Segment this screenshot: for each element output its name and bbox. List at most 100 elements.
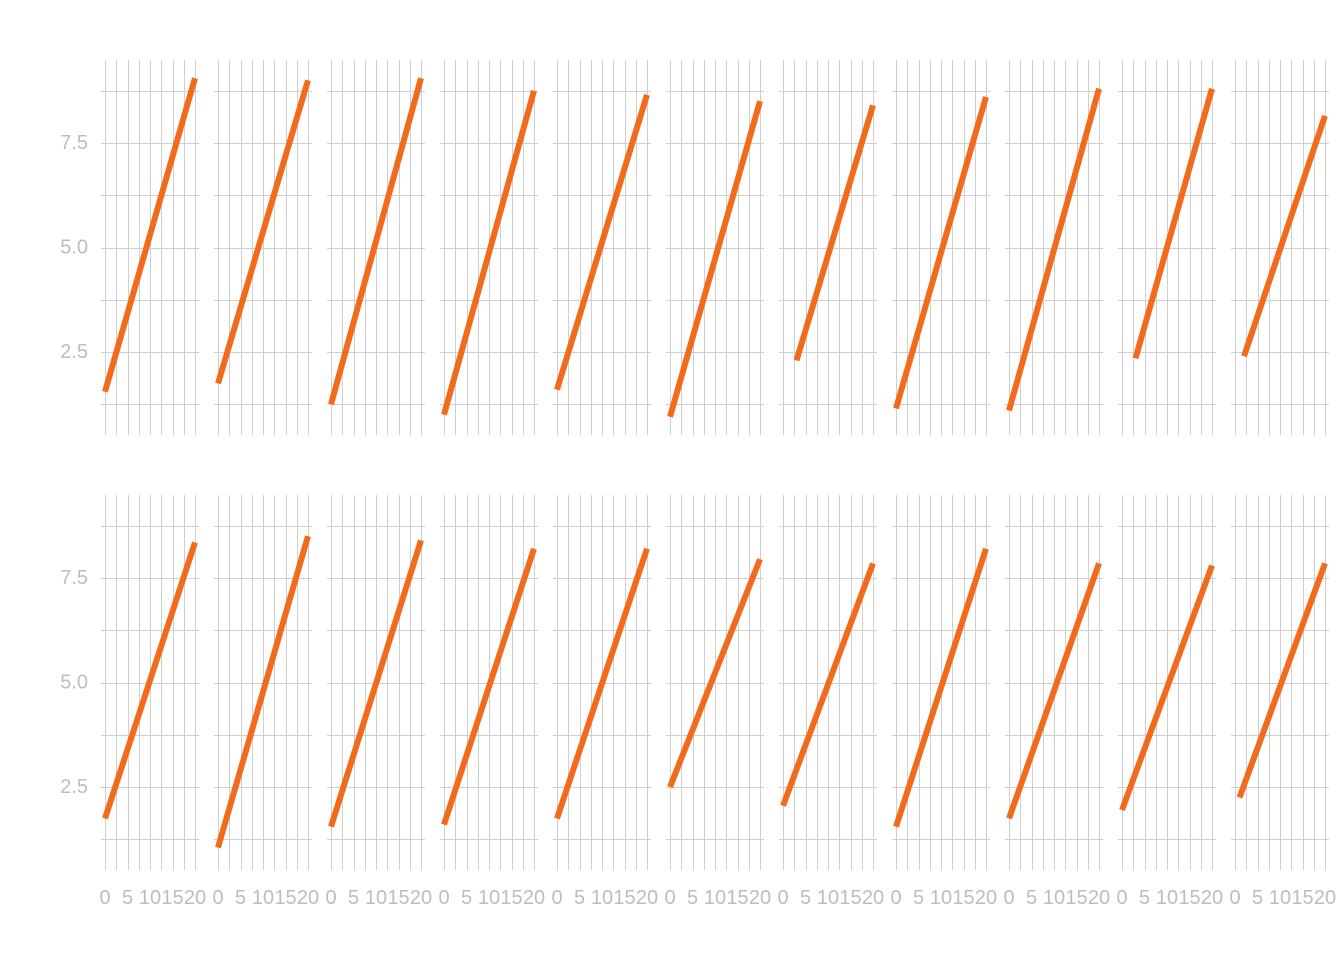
x-tick-label: 20 xyxy=(636,887,658,909)
panel-r0-c10 xyxy=(1231,60,1329,435)
x-tick-label: 20 xyxy=(523,887,545,909)
series-line xyxy=(102,541,198,820)
x-tick-label: 10 xyxy=(817,887,839,909)
series-line xyxy=(1006,562,1102,820)
x-tick-label: 0 xyxy=(1116,887,1127,909)
panel-r0-c6 xyxy=(779,60,877,435)
x-tick-label: 0 xyxy=(1003,887,1014,909)
panel-r1-c3 xyxy=(440,495,538,870)
x-tick-label: 5 xyxy=(1139,887,1150,909)
series-line xyxy=(441,547,537,826)
x-tick-label: 0 xyxy=(438,887,449,909)
x-tick-label: 5 xyxy=(913,887,924,909)
series-line xyxy=(780,562,876,807)
series-line xyxy=(667,100,763,418)
series-line xyxy=(215,79,311,385)
series-line xyxy=(102,77,198,393)
panel-r1-c6 xyxy=(779,495,877,870)
x-tick-label: 0 xyxy=(551,887,562,909)
x-tick-label: 15 xyxy=(274,887,296,909)
x-tick-label: 0 xyxy=(212,887,223,909)
x-tick-label: 15 xyxy=(613,887,635,909)
panel-r1-c4 xyxy=(553,495,651,870)
x-tick-label: 15 xyxy=(500,887,522,909)
y-tick-label: 5.0 xyxy=(60,672,88,694)
x-tick-label: 10 xyxy=(1043,887,1065,909)
x-tick-label: 20 xyxy=(1314,887,1336,909)
x-tick-label: 20 xyxy=(862,887,884,909)
panel-r0-c2 xyxy=(327,60,425,435)
x-tick-label: 0 xyxy=(99,887,110,909)
x-tick-label: 20 xyxy=(184,887,206,909)
panel-grid xyxy=(101,60,1329,870)
x-tick-label: 10 xyxy=(478,887,500,909)
x-tick-label: 5 xyxy=(235,887,246,909)
x-tick-label: 20 xyxy=(975,887,997,909)
x-tick-label: 15 xyxy=(1291,887,1313,909)
panel-r1-c10 xyxy=(1231,495,1329,870)
series-line xyxy=(1006,87,1102,412)
panel-r0-c4 xyxy=(553,60,651,435)
series-line xyxy=(554,547,650,820)
x-tick-label: 10 xyxy=(1156,887,1178,909)
panel-r0-c5 xyxy=(666,60,764,435)
panel-r0-c0 xyxy=(101,60,199,435)
y-tick-label: 7.5 xyxy=(60,567,88,589)
series-line xyxy=(1241,114,1328,358)
x-tick-label: 0 xyxy=(890,887,901,909)
panel-r1-c1 xyxy=(214,495,312,870)
x-tick-label: 15 xyxy=(1178,887,1200,909)
x-tick-label: 5 xyxy=(122,887,133,909)
x-tick-label: 15 xyxy=(726,887,748,909)
y-tick-label: 5.0 xyxy=(60,237,88,259)
x-tick-label: 20 xyxy=(297,887,319,909)
x-tick-label: 15 xyxy=(161,887,183,909)
series-line xyxy=(893,96,989,410)
series-line xyxy=(667,558,763,789)
series-line xyxy=(441,89,537,416)
x-tick-label: 10 xyxy=(252,887,274,909)
x-tick-label: 10 xyxy=(591,887,613,909)
series-line xyxy=(1119,564,1215,812)
panel-r0-c7 xyxy=(892,60,990,435)
x-tick-label: 0 xyxy=(777,887,788,909)
series-line xyxy=(1236,562,1328,799)
x-tick-label: 15 xyxy=(1065,887,1087,909)
panel-r1-c9 xyxy=(1118,495,1216,870)
panel-r0-c9 xyxy=(1118,60,1216,435)
x-tick-label: 5 xyxy=(348,887,359,909)
x-tick-label: 0 xyxy=(664,887,675,909)
series-line xyxy=(1132,87,1215,360)
series-line xyxy=(215,535,311,849)
x-tick-label: 0 xyxy=(1229,887,1240,909)
x-tick-label: 5 xyxy=(1026,887,1037,909)
x-tick-label: 5 xyxy=(800,887,811,909)
x-tick-label: 10 xyxy=(930,887,952,909)
series-line xyxy=(328,77,424,406)
series-line xyxy=(554,94,650,391)
x-tick-label: 15 xyxy=(387,887,409,909)
x-tick-label: 20 xyxy=(1201,887,1223,909)
panel-r1-c7 xyxy=(892,495,990,870)
x-tick-label: 20 xyxy=(410,887,432,909)
x-tick-label: 15 xyxy=(839,887,861,909)
x-tick-label: 10 xyxy=(1269,887,1291,909)
x-tick-label: 15 xyxy=(952,887,974,909)
x-axis-labels: 0 5 10 15 20 0 5 10 15 20 0 5 10 15 20 0 5 10 15 20 0 5 10 15 20… xyxy=(99,887,1336,909)
x-tick-label: 5 xyxy=(1252,887,1263,909)
x-tick-label: 5 xyxy=(461,887,472,909)
y-axis-labels: 2.5 5.0 7.5 2.5 5.0 7.5 xyxy=(60,132,88,798)
x-tick-label: 20 xyxy=(749,887,771,909)
panel-r0-c1 xyxy=(214,60,312,435)
x-tick-label: 10 xyxy=(139,887,161,909)
x-tick-label: 0 xyxy=(325,887,336,909)
series-line xyxy=(893,547,989,828)
series-line xyxy=(793,104,876,362)
y-tick-label: 2.5 xyxy=(60,776,88,798)
series-line xyxy=(328,539,424,828)
x-tick-label: 10 xyxy=(704,887,726,909)
x-tick-label: 5 xyxy=(687,887,698,909)
panel-r1-c2 xyxy=(327,495,425,870)
y-tick-label: 2.5 xyxy=(60,341,88,363)
